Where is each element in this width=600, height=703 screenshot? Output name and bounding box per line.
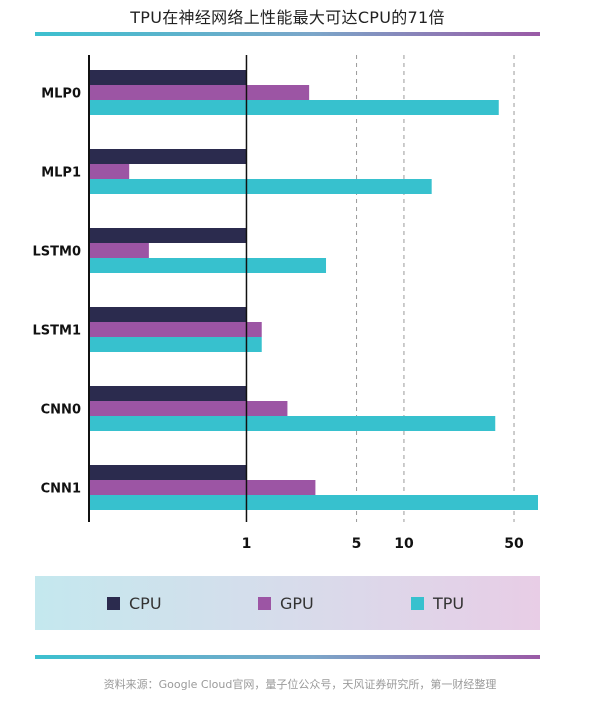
legend-item-gpu: GPU <box>258 594 314 613</box>
legend-label-cpu: CPU <box>129 594 162 613</box>
legend-swatch-gpu <box>258 597 271 610</box>
bar-lstm0-cpu <box>89 228 247 243</box>
bar-mlp1-tpu <box>89 179 432 194</box>
legend: CPU GPU TPU <box>35 576 540 630</box>
category-label-mlp1: MLP1 <box>41 166 81 181</box>
x-tick-label-10: 10 <box>394 536 414 552</box>
bar-mlp1-cpu <box>89 149 247 164</box>
bar-lstm1-tpu <box>89 337 262 352</box>
legend-item-cpu: CPU <box>107 594 162 613</box>
bar-cnn1-cpu <box>89 465 247 480</box>
legend-swatch-cpu <box>107 597 120 610</box>
bar-cnn1-gpu <box>89 480 316 495</box>
footer-rule <box>35 655 540 659</box>
category-label-lstm1: LSTM1 <box>33 324 82 339</box>
bar-cnn0-tpu <box>89 416 496 431</box>
legend-swatch-tpu <box>411 597 424 610</box>
bar-cnn1-tpu <box>89 495 538 510</box>
bar-lstm1-gpu <box>89 322 262 337</box>
bar-mlp0-cpu <box>89 70 247 85</box>
bar-chart: MLP0 MLP1 LSTM0 LSTM1 CNN0 CNN1 1 5 10 50 <box>33 55 538 552</box>
bar-mlp0-gpu <box>89 85 310 100</box>
legend-item-tpu: TPU <box>411 594 464 613</box>
category-label-cnn1: CNN1 <box>41 482 81 497</box>
category-label-lstm0: LSTM0 <box>33 245 82 260</box>
category-label-mlp0: MLP0 <box>41 87 81 102</box>
bar-cnn0-cpu <box>89 386 247 401</box>
bar-cnn0-gpu <box>89 401 288 416</box>
bar-mlp1-gpu <box>89 164 130 179</box>
chart-title: TPU在神经网络上性能最大可达CPU的71倍 <box>130 8 445 27</box>
bar-lstm0-gpu <box>89 243 149 258</box>
title-rule <box>35 32 540 36</box>
x-tick-label-5: 5 <box>352 536 362 552</box>
x-tick-label-50: 50 <box>504 536 524 552</box>
source-note: 资料来源：Google Cloud官网，量子位公众号，天风证券研究所，第一财经整… <box>103 678 497 691</box>
legend-label-gpu: GPU <box>280 594 314 613</box>
bar-mlp0-tpu <box>89 100 499 115</box>
category-label-cnn0: CNN0 <box>41 403 81 418</box>
bar-lstm0-tpu <box>89 258 327 273</box>
legend-label-tpu: TPU <box>433 594 465 613</box>
bar-lstm1-cpu <box>89 307 247 322</box>
x-tick-label-1: 1 <box>242 536 252 552</box>
